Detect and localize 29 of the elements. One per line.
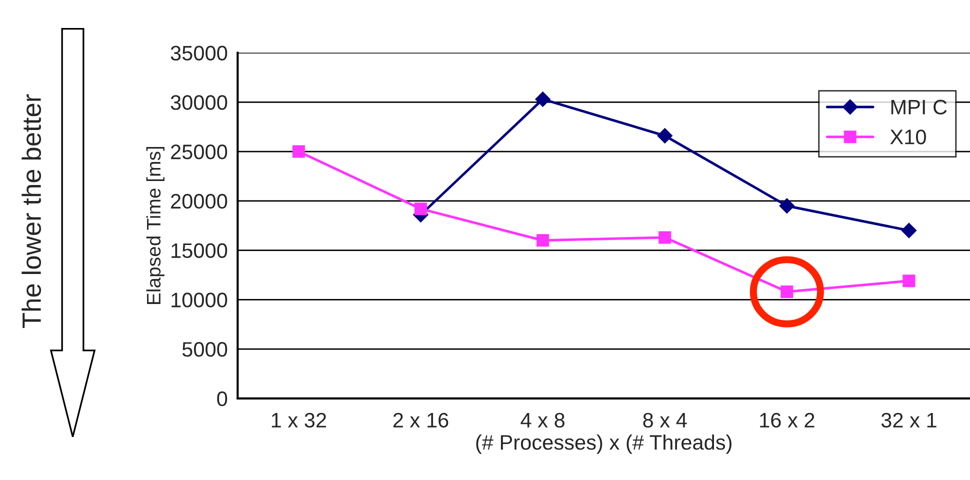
y-tick-label: 35000 bbox=[170, 46, 228, 61]
x-tick-label: 8 x 4 bbox=[643, 412, 687, 428]
point bbox=[292, 145, 305, 158]
y-tick-label: 5000 bbox=[182, 342, 228, 357]
x-tick-label: 2 x 16 bbox=[393, 412, 448, 428]
x-tick-label: 32 x 1 bbox=[881, 412, 936, 428]
y-tick-label: 10000 bbox=[172, 292, 228, 308]
x-tick-label: 16 x 2 bbox=[760, 412, 814, 428]
point bbox=[779, 198, 794, 214]
point bbox=[658, 231, 672, 244]
x-tick-label: 4 x 8 bbox=[520, 412, 564, 428]
point bbox=[780, 286, 794, 298]
x-axis-title: (# Processes) x (# Threads) bbox=[476, 434, 732, 454]
y-tick-label: 25000 bbox=[171, 144, 228, 160]
y-axis-title: Elapsed Time [ms] bbox=[146, 147, 164, 304]
y-tick-label: 0 bbox=[217, 391, 228, 406]
y-tick-label: 30000 bbox=[170, 95, 228, 110]
point bbox=[535, 92, 550, 107]
y-tick-label: 15000 bbox=[172, 243, 228, 258]
point bbox=[536, 234, 550, 247]
legend-label: MPI C bbox=[891, 100, 947, 114]
x-tick-label: 1 x 32 bbox=[272, 412, 326, 428]
point bbox=[902, 274, 916, 288]
y-tick-label: 20000 bbox=[171, 194, 228, 209]
point bbox=[414, 202, 427, 216]
point bbox=[657, 128, 672, 144]
text: The lower the better bbox=[22, 94, 42, 328]
point bbox=[901, 222, 917, 238]
legend-label: X10 bbox=[890, 130, 926, 144]
